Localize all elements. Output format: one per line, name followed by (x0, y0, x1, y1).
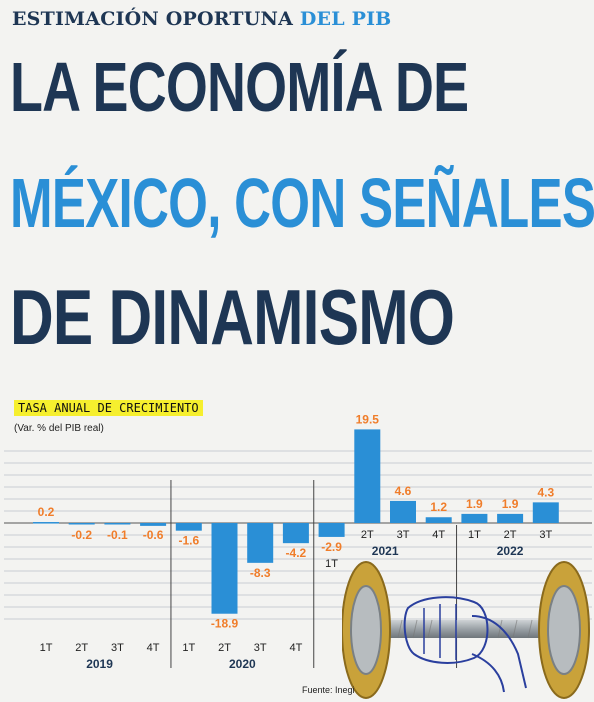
quarter-label: 3T (539, 529, 552, 541)
bar (247, 523, 274, 563)
kicker-accent: DEL PIB (299, 8, 392, 30)
value-label: -8.3 (250, 566, 271, 580)
value-label: 4.3 (537, 485, 554, 499)
quarter-label: 2T (361, 529, 374, 541)
bar (175, 523, 202, 531)
quarter-label: 2T (75, 642, 88, 654)
bar (354, 429, 381, 523)
headline-line-1: LA ECONOMÍA DE (10, 48, 469, 126)
quarter-label: 3T (111, 642, 124, 654)
gdp-bar-chart: 0.2 1T -0.2 2T -0.1 3T -0.6 4T -1.6 1T -18.9 2T -8.3… (4, 412, 592, 671)
value-label: -4.2 (286, 546, 307, 560)
value-label: -0.2 (71, 528, 92, 542)
value-label: 4.6 (395, 484, 412, 498)
year-label: 2019 (86, 657, 113, 671)
value-label: 1.9 (466, 497, 483, 511)
value-label: 1.9 (502, 497, 519, 511)
quarter-label: 4T (432, 529, 445, 541)
quarter-label: 2T (504, 529, 517, 541)
year-label: 2021 (372, 544, 399, 558)
quarter-label: 1T (325, 558, 338, 570)
quarter-label: 4T (289, 642, 302, 654)
chart-title: TASA ANUAL DE CRECIMIENTO (14, 400, 203, 416)
bar (282, 523, 309, 544)
value-label: 0.2 (38, 505, 55, 519)
quarter-label: 3T (254, 642, 267, 654)
value-label: -2.9 (321, 540, 342, 554)
bar (318, 523, 345, 537)
value-label: -0.6 (143, 528, 164, 542)
grid-layer (4, 450, 592, 668)
kicker: ESTIMACIÓN OPORTUNA DEL PIB (12, 8, 391, 30)
value-label: 19.5 (356, 412, 380, 426)
value-label: -0.1 (107, 528, 128, 542)
chart-subtitle: (Var. % del PIB real) (14, 423, 104, 434)
year-label: 2020 (229, 657, 256, 671)
bar (33, 522, 59, 524)
bar (425, 517, 452, 523)
bar (461, 513, 488, 523)
quarter-label: 1T (182, 642, 195, 654)
bar (104, 523, 131, 525)
quarter-label: 1T (468, 529, 481, 541)
headline-line-2: MÉXICO, CON SEÑALES (10, 164, 594, 242)
bar (532, 502, 559, 523)
source-note: Fuente: Inegi (302, 685, 355, 695)
labels-layer: 0.2 1T -0.2 2T -0.1 3T -0.6 4T -1.6 1T -18.9 2T -8.3… (38, 412, 555, 671)
dumbbell-illustration (342, 561, 590, 699)
bar (390, 500, 416, 523)
kicker-main: ESTIMACIÓN OPORTUNA (12, 8, 294, 30)
bar (497, 513, 524, 523)
hand-drawing (403, 596, 489, 664)
bar (140, 523, 167, 526)
bar (68, 523, 95, 525)
quarter-label: 1T (40, 642, 53, 654)
value-label: -18.9 (211, 617, 239, 631)
value-label: 1.2 (430, 500, 447, 514)
value-label: -1.6 (178, 534, 199, 548)
quarter-label: 4T (147, 642, 160, 654)
bars-layer (33, 429, 559, 614)
quarter-label: 3T (397, 529, 410, 541)
year-label: 2022 (497, 544, 524, 558)
quarter-label: 2T (218, 642, 231, 654)
bar (211, 523, 238, 614)
headline-line-3: DE DINAMISMO (10, 273, 455, 361)
